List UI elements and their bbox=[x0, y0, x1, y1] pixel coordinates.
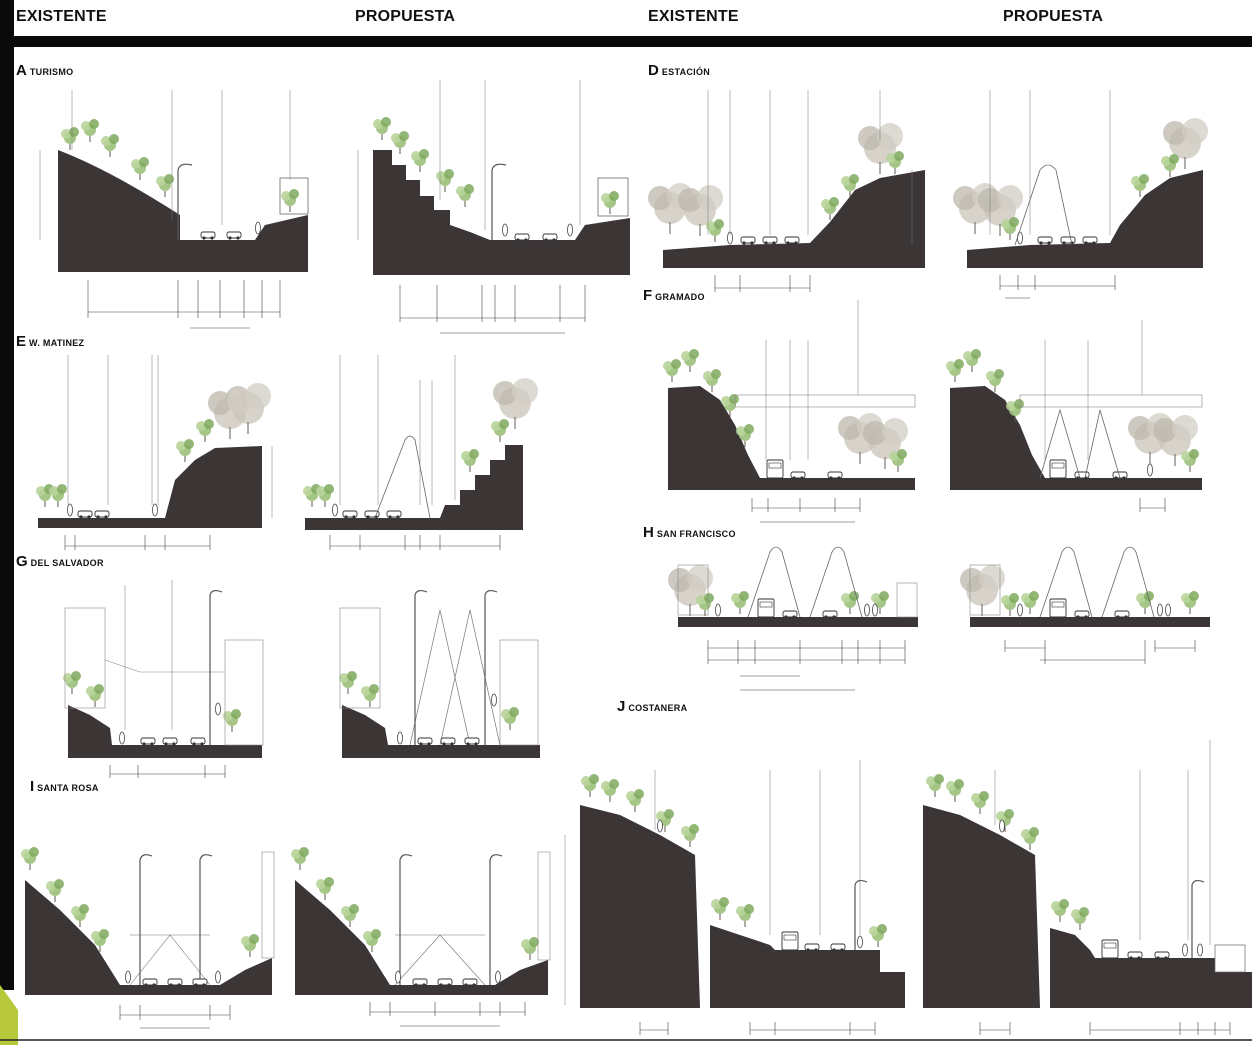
section-title-j: J COSTANERA bbox=[617, 698, 688, 715]
header-proposed-right: PROPUESTA bbox=[1003, 8, 1104, 25]
section-g-existing bbox=[62, 580, 264, 778]
header-proposed-left: PROPUESTA bbox=[355, 8, 456, 25]
section-h-proposed bbox=[959, 546, 1210, 664]
section-title-f: F GRAMADO bbox=[643, 287, 705, 304]
section-title-a: A TURISMO bbox=[16, 62, 74, 79]
section-title-g: G DEL SALVADOR bbox=[16, 553, 104, 570]
section-f-proposed bbox=[945, 320, 1203, 512]
section-title-d: D ESTACIÓN bbox=[648, 62, 711, 79]
section-a-proposed bbox=[357, 80, 630, 334]
section-title-h: H SAN FRANCISCO bbox=[643, 524, 736, 541]
section-a-existing bbox=[39, 90, 309, 329]
section-f-existing bbox=[662, 300, 916, 523]
section-d-existing bbox=[647, 90, 925, 292]
section-i-proposed bbox=[290, 846, 551, 1027]
section-title-i: I SANTA ROSA bbox=[30, 778, 99, 795]
corner-swatch bbox=[0, 985, 18, 1045]
section-j-proposed bbox=[923, 740, 1252, 1035]
section-h-existing bbox=[667, 546, 918, 691]
header-existing-left: EXISTENTE bbox=[16, 8, 107, 25]
section-g-proposed bbox=[338, 589, 540, 758]
header-existing-right: EXISTENTE bbox=[648, 8, 739, 25]
left-edge-bar bbox=[0, 0, 14, 990]
section-i-existing bbox=[20, 846, 275, 1029]
section-e-existing bbox=[35, 355, 273, 550]
section-d-proposed bbox=[952, 90, 1209, 299]
section-j-existing bbox=[564, 760, 905, 1035]
section-title-e: E W. MATINEZ bbox=[16, 333, 85, 350]
header-divider-bar bbox=[0, 36, 1252, 47]
section-e-proposed bbox=[302, 355, 539, 550]
